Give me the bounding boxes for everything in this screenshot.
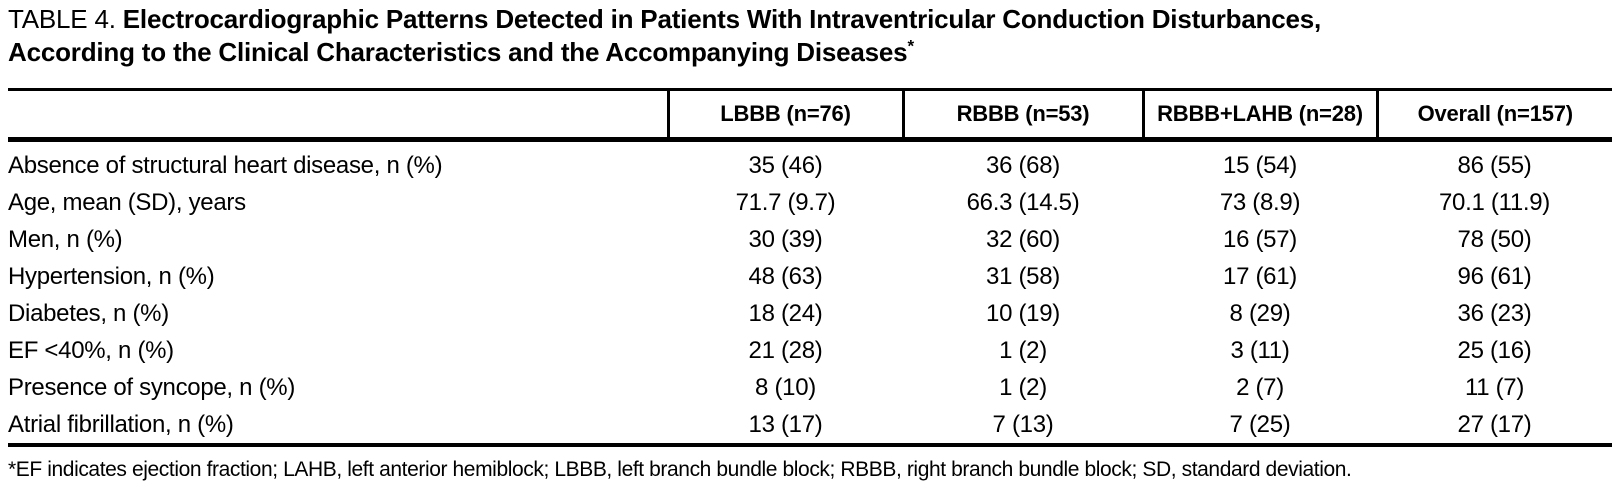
data-cell: 15 (54) (1223, 152, 1297, 179)
data-cell: 3 (11) (1230, 337, 1290, 364)
table-header: LBBB (n=76) RBBB (n=53) RBBB+LAHB (n=28) Ov… (8, 89, 1612, 142)
title-spacer (116, 4, 123, 34)
table-title-line1: TABLE 4. Electrocardiographic Patterns D… (8, 3, 1612, 36)
data-cell: 7 (25) (1143, 406, 1377, 447)
data-cell: 48 (63) (748, 263, 823, 290)
row-label: Hypertension, n (%) (8, 263, 215, 290)
column-header-1: RBBB (n=53) (901, 89, 1143, 142)
data-cell: 36 (68) (986, 152, 1060, 179)
table-caption-line2: According to the Clinical Characteristic… (8, 37, 908, 67)
data-cell: 70.1 (11.9) (1439, 189, 1550, 216)
data-cell: 8 (29) (1229, 300, 1291, 327)
row-label: Diabetes, n (%) (8, 300, 169, 327)
table-row: Absence of structural heart disease, n (… (8, 140, 1612, 185)
data-cell: 73 (8.9) (1219, 189, 1301, 216)
table-row: Presence of syncope, n (%) 8 (10) 1 (2) 2 (… (8, 369, 1612, 406)
data-cell: 32 (60) (986, 226, 1060, 253)
data-cell: 36 (23) (1457, 300, 1532, 327)
footnote-marker: * (907, 36, 914, 56)
data-cell: 35 (46) (748, 152, 823, 179)
row-label: Men, n (%) (8, 226, 123, 253)
row-label: EF <40%, n (%) (8, 337, 174, 364)
data-cell: 31 (58) (986, 263, 1060, 290)
data-cell: 1 (2) (999, 374, 1047, 401)
table-caption-line1: Electrocardiographic Patterns Detected i… (122, 4, 1322, 34)
data-cell: 78 (50) (1457, 226, 1532, 253)
column-header-2: RBBB+LAHB (n=28) (1141, 89, 1377, 142)
table-row: Age, mean (SD), years 71.7 (9.7) 66.3 (14.… (8, 184, 1612, 221)
data-cell: 10 (19) (986, 300, 1060, 327)
row-label: Presence of syncope, n (%) (8, 374, 296, 401)
data-table: LBBB (n=76) RBBB (n=53) RBBB+LAHB (n=28) Ov… (8, 88, 1612, 447)
data-cell: 1 (2) (999, 337, 1047, 364)
data-cell: 18 (24) (748, 300, 823, 327)
column-header-0: LBBB (n=76) (666, 89, 903, 142)
table-number: TABLE 4. (8, 4, 116, 34)
data-cell: 8 (10) (755, 374, 816, 401)
row-label: Absence of structural heart disease, n (… (8, 152, 443, 179)
data-cell: 71.7 (9.7) (735, 189, 836, 216)
table-row: Diabetes, n (%) 18 (24) 10 (19) 8 (29) 36 (2… (8, 295, 1612, 332)
table-footnote: *EF indicates ejection fraction; LAHB, l… (8, 458, 1352, 481)
table-row: Hypertension, n (%) 48 (63) 31 (58) 17 (61)… (8, 258, 1612, 295)
table-title: TABLE 4. Electrocardiographic Patterns D… (8, 3, 1612, 69)
table-row: Men, n (%) 30 (39) 32 (60) 16 (57) 78 (50) (8, 221, 1612, 258)
row-label: Age, mean (SD), years (8, 189, 246, 216)
data-cell: 11 (7) (1464, 374, 1525, 401)
table-row: EF <40%, n (%) 21 (28) 1 (2) 3 (11) 25 (16) (8, 332, 1612, 369)
data-cell: 2 (7) (1236, 374, 1284, 401)
data-cell: 86 (55) (1457, 152, 1532, 179)
header-empty-cell (8, 89, 668, 142)
column-header-3: Overall (n=157) (1375, 89, 1612, 142)
table-header-row: LBBB (n=76) RBBB (n=53) RBBB+LAHB (n=28) Ov… (8, 89, 1612, 142)
data-cell: 16 (57) (1223, 226, 1297, 253)
row-label: Atrial fibrillation, n (%) (8, 406, 668, 447)
data-cell: 21 (28) (748, 337, 823, 364)
data-cell: 30 (39) (748, 226, 823, 253)
data-cell: 96 (61) (1457, 263, 1532, 290)
data-cell: 27 (17) (1377, 406, 1612, 447)
data-cell: 13 (17) (668, 406, 903, 447)
data-cell: 66.3 (14.5) (966, 189, 1080, 216)
table-row: Atrial fibrillation, n (%) 13 (17) 7 (13) 7… (8, 406, 1612, 447)
data-cell: 7 (13) (903, 406, 1143, 447)
table-title-line2: According to the Clinical Characteristic… (8, 36, 1612, 69)
data-cell: 17 (61) (1223, 263, 1297, 290)
table-body: Absence of structural heart disease, n (… (8, 140, 1612, 447)
data-cell: 25 (16) (1457, 337, 1532, 364)
